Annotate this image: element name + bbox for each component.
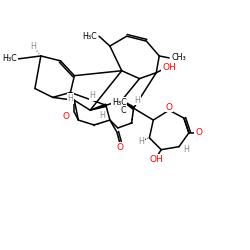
- Text: H₃C: H₃C: [112, 98, 126, 107]
- Text: H: H: [183, 145, 189, 154]
- Text: H₃C: H₃C: [82, 32, 97, 41]
- Text: H: H: [89, 91, 95, 100]
- Polygon shape: [122, 100, 134, 109]
- Text: O: O: [166, 103, 172, 112]
- Text: H: H: [30, 42, 36, 50]
- Text: O: O: [116, 143, 123, 152]
- Text: C: C: [121, 106, 126, 115]
- Text: H₃C: H₃C: [2, 54, 17, 64]
- Polygon shape: [90, 104, 106, 110]
- Text: H: H: [134, 96, 140, 105]
- Text: O: O: [63, 112, 70, 120]
- Text: O: O: [195, 128, 202, 138]
- Text: H: H: [99, 111, 105, 120]
- Text: CH₃: CH₃: [171, 54, 186, 62]
- Text: OH: OH: [162, 63, 176, 72]
- Text: H: H: [68, 94, 73, 103]
- Text: OH: OH: [150, 155, 163, 164]
- Text: H: H: [138, 137, 144, 146]
